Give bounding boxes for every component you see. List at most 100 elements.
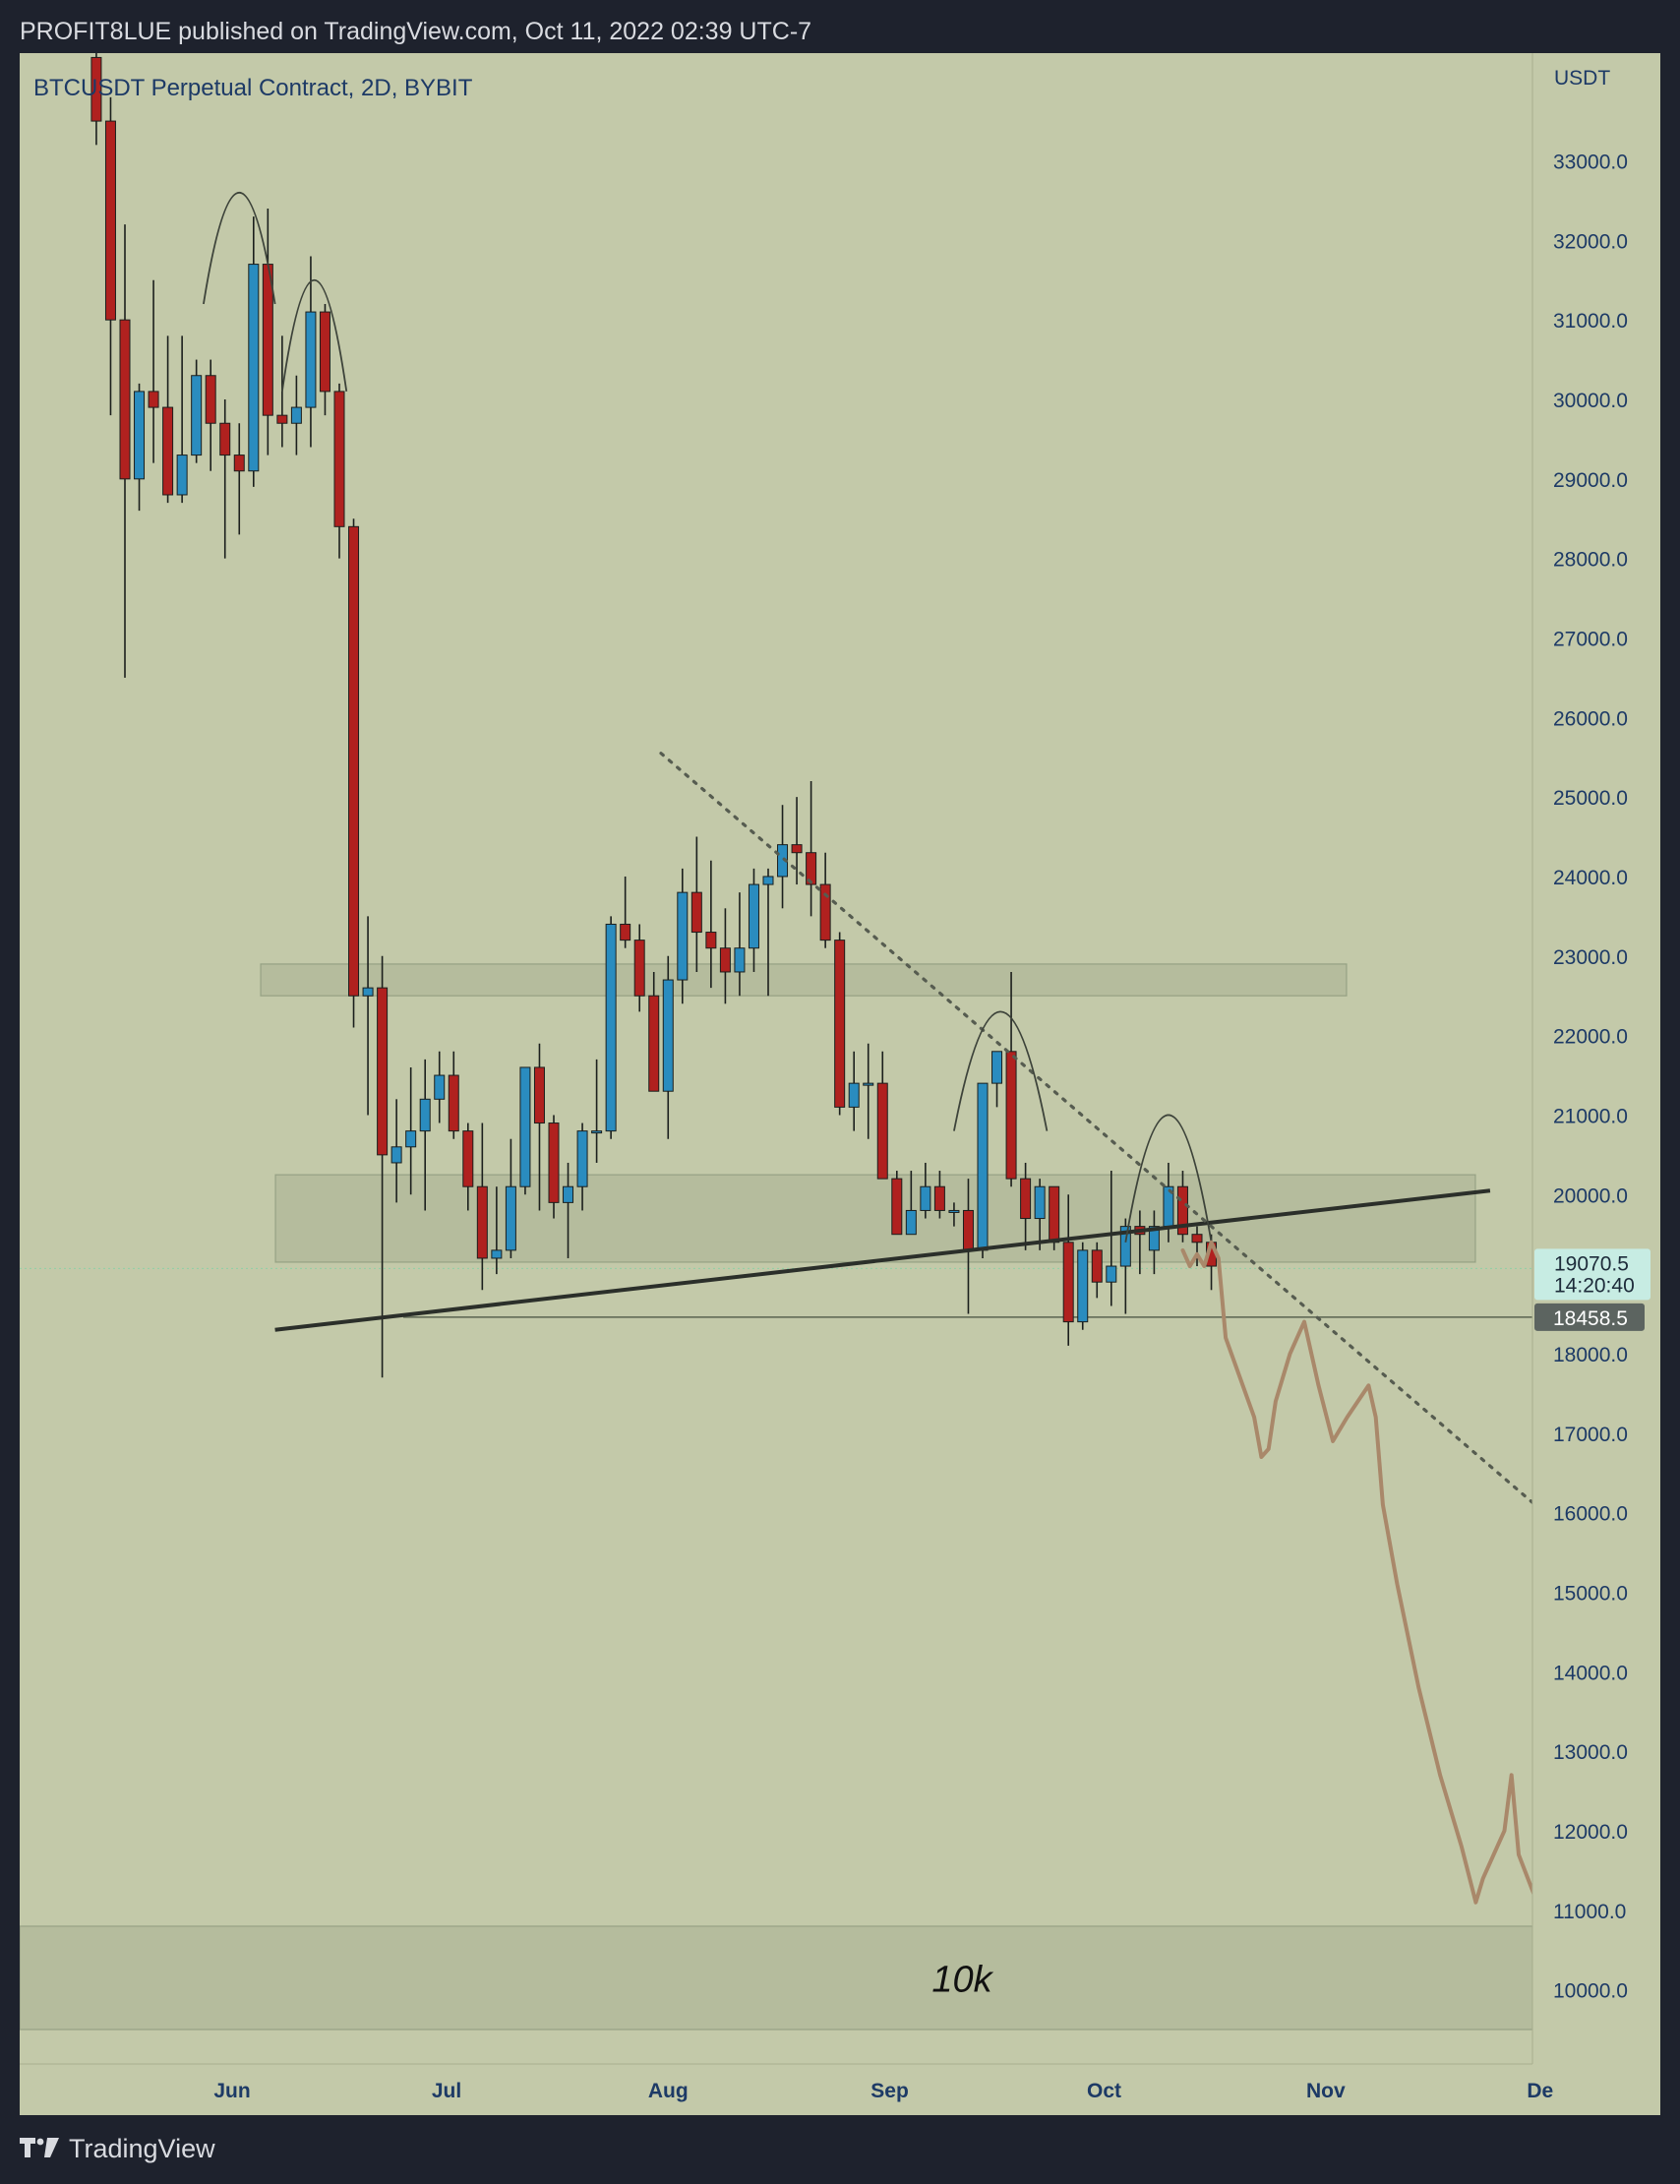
price-tick-label: 26000.0 bbox=[1553, 707, 1628, 730]
candle-body bbox=[563, 1185, 574, 1203]
candle-body bbox=[377, 987, 389, 1156]
candle-body bbox=[734, 947, 746, 973]
candle bbox=[519, 1066, 531, 1195]
price-tick-label: 12000.0 bbox=[1553, 1821, 1628, 1844]
candle bbox=[991, 1051, 1003, 1108]
candle-body bbox=[248, 264, 260, 472]
time-tick-label: Jul bbox=[432, 2080, 461, 2102]
candle-body bbox=[1148, 1226, 1160, 1251]
candle bbox=[333, 383, 345, 559]
candle bbox=[462, 1122, 474, 1211]
target-zone-10k bbox=[20, 1925, 1532, 2031]
tradingview-logo-icon bbox=[20, 2138, 59, 2157]
time-tick-label: De bbox=[1527, 2080, 1553, 2102]
candle-body bbox=[290, 406, 302, 424]
candle bbox=[690, 836, 702, 972]
candle bbox=[677, 868, 689, 1004]
current-price-label: 19070.514:20:40 bbox=[1534, 1248, 1650, 1301]
time-tick-label: Aug bbox=[648, 2080, 689, 2102]
candle bbox=[1191, 1226, 1203, 1267]
footer-brand: TradingView bbox=[69, 2133, 215, 2163]
candle bbox=[491, 1186, 503, 1275]
price-tick-label: 31000.0 bbox=[1553, 310, 1628, 333]
candle bbox=[290, 375, 302, 455]
candle bbox=[576, 1122, 588, 1211]
candle-body bbox=[977, 1082, 989, 1251]
candle bbox=[134, 383, 146, 512]
candle-body bbox=[319, 311, 330, 393]
resistance-zone bbox=[260, 963, 1348, 997]
candle-body bbox=[1005, 1051, 1017, 1180]
price-tick-label: 25000.0 bbox=[1553, 787, 1628, 810]
candle-body bbox=[219, 422, 231, 456]
chart-title: BTCUSDT Perpetual Contract, 2D, BYBIT bbox=[33, 75, 473, 101]
candle-body bbox=[405, 1130, 417, 1148]
candle bbox=[933, 1171, 945, 1219]
pattern-arc bbox=[1124, 1114, 1213, 1243]
candle-body bbox=[719, 947, 731, 973]
candle-body bbox=[920, 1185, 931, 1211]
publisher-header: PROFIT8LUE published on TradingView.com,… bbox=[20, 18, 812, 45]
candle bbox=[948, 1202, 960, 1227]
price-axis-currency: USDT bbox=[1554, 67, 1610, 90]
candle bbox=[362, 916, 374, 1116]
price-tick-label: 24000.0 bbox=[1553, 867, 1628, 889]
price-tick-label: 27000.0 bbox=[1553, 628, 1628, 650]
time-tick-label: Oct bbox=[1087, 2080, 1121, 2102]
candle-body bbox=[705, 932, 717, 949]
candle-body bbox=[819, 883, 831, 941]
falling-trendline bbox=[659, 752, 1532, 1505]
candle-body bbox=[605, 923, 617, 1132]
candle bbox=[348, 518, 360, 1028]
rising-trendline bbox=[274, 1188, 1491, 1332]
current-price-label-bg bbox=[1534, 1248, 1650, 1301]
candle-body bbox=[533, 1066, 545, 1124]
candle-body bbox=[948, 1209, 960, 1213]
candle-body bbox=[162, 406, 174, 496]
price-tick-label: 17000.0 bbox=[1553, 1424, 1628, 1446]
time-tick-label: Jun bbox=[213, 2080, 250, 2102]
candle bbox=[748, 868, 759, 972]
price-tick-label: 22000.0 bbox=[1553, 1026, 1628, 1049]
candle-body bbox=[806, 852, 817, 885]
candle-body bbox=[791, 844, 803, 854]
candle-body bbox=[1049, 1185, 1060, 1244]
candle bbox=[90, 53, 102, 146]
price-tick-label: 20000.0 bbox=[1553, 1184, 1628, 1207]
candle bbox=[876, 1051, 888, 1180]
candle bbox=[977, 1082, 989, 1258]
candle-countdown: 14:20:40 bbox=[1554, 1274, 1635, 1297]
candle bbox=[162, 335, 174, 504]
candle bbox=[848, 1051, 860, 1131]
candle bbox=[305, 256, 317, 448]
candle-body bbox=[390, 1146, 402, 1164]
candle-body bbox=[462, 1130, 474, 1187]
candle bbox=[1091, 1242, 1103, 1299]
candle-body bbox=[90, 56, 102, 122]
candle-body bbox=[1020, 1178, 1032, 1220]
candle-body bbox=[905, 1209, 917, 1236]
candle bbox=[405, 1066, 417, 1195]
candle bbox=[548, 1115, 560, 1219]
candle bbox=[905, 1171, 917, 1236]
candle-body bbox=[176, 455, 188, 496]
candle bbox=[863, 1043, 874, 1139]
candle-body bbox=[1119, 1226, 1131, 1267]
current-price-value: 19070.5 bbox=[1554, 1252, 1629, 1275]
candle bbox=[719, 908, 731, 1004]
support-price-label: 18458.5 bbox=[1534, 1303, 1645, 1331]
candle-body bbox=[148, 391, 159, 408]
candle-body bbox=[1034, 1185, 1046, 1220]
candle-body bbox=[591, 1130, 603, 1134]
price-tick-label: 32000.0 bbox=[1553, 230, 1628, 253]
candle-body bbox=[191, 375, 203, 456]
candle-body bbox=[276, 414, 288, 424]
candle-body bbox=[448, 1074, 459, 1132]
candle bbox=[219, 398, 231, 559]
footer[interactable]: TradingView bbox=[20, 2129, 215, 2168]
candle bbox=[633, 924, 645, 1012]
candle bbox=[762, 868, 774, 997]
price-tick-label: 16000.0 bbox=[1553, 1503, 1628, 1526]
candle bbox=[1062, 1194, 1074, 1346]
